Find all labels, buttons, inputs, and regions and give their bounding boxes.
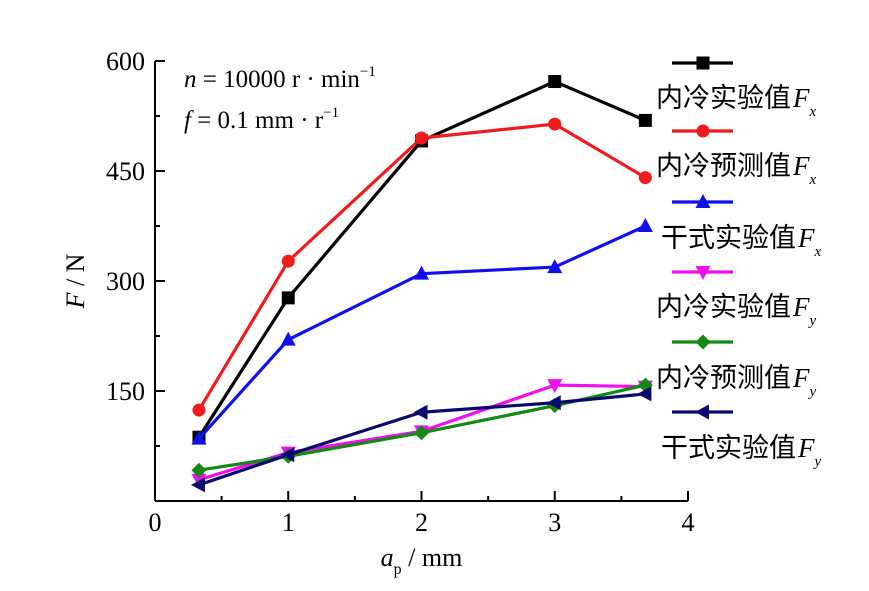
data-point xyxy=(280,331,296,346)
series-group xyxy=(190,75,653,493)
x-tick-label: 4 xyxy=(682,508,695,537)
x-tick-label: 1 xyxy=(282,508,295,537)
data-point xyxy=(695,334,711,350)
data-point xyxy=(547,259,563,274)
data-point xyxy=(695,194,711,208)
y-axis-title: F / N xyxy=(61,253,90,309)
data-point xyxy=(638,171,652,185)
data-point xyxy=(280,447,295,463)
legend-entry: 干式实验值Fx xyxy=(661,194,822,260)
x-tick-label: 3 xyxy=(548,508,561,537)
y-tick-label: 600 xyxy=(106,47,145,76)
data-point xyxy=(637,386,652,402)
data-point xyxy=(696,56,710,70)
data-point xyxy=(546,395,561,411)
data-point xyxy=(190,477,205,493)
legend-label: 干式实验值Fy xyxy=(661,433,822,470)
data-point xyxy=(281,254,295,268)
legend-entry: 内冷实验值Fx xyxy=(656,56,817,120)
legend-entry: 内冷预测值Fy xyxy=(656,334,817,400)
data-point xyxy=(192,403,206,417)
data-point xyxy=(637,218,653,232)
series-3 xyxy=(191,218,653,445)
x-axis-title: ap / mm xyxy=(381,543,463,578)
data-point xyxy=(414,265,429,280)
x-tick-label: 0 xyxy=(149,508,162,537)
data-point xyxy=(548,117,562,131)
axes: 0 1 2 3 4 150 300 450 600 ap / mm F / N xyxy=(61,47,695,578)
data-point xyxy=(638,113,652,127)
legend-label: 内冷预测值Fy xyxy=(656,363,817,400)
data-point xyxy=(281,291,295,305)
data-point xyxy=(414,425,429,441)
data-point xyxy=(695,266,711,280)
series-2 xyxy=(192,117,652,417)
condition-annotation: n = 10000 r · min−1 xyxy=(184,64,376,93)
annotation-group: n = 10000 r · min−1 f = 0.1 mm · r−1 xyxy=(184,64,376,134)
x-tick-label: 2 xyxy=(415,508,428,537)
y-tick-label: 300 xyxy=(106,267,145,296)
legend-entry: 内冷预测值Fx xyxy=(656,124,817,188)
series-6 xyxy=(190,386,652,493)
data-point xyxy=(548,75,562,89)
data-point xyxy=(191,462,207,478)
data-point xyxy=(547,379,563,394)
legend-entry: 内冷实验值Fy xyxy=(656,266,817,329)
legend-label: 内冷实验值Fx xyxy=(656,83,817,120)
legend: 内冷实验值Fx 内冷预测值Fx 干式实验值Fx 内冷实验值Fy 内冷预测值Fy 干式实验值… xyxy=(656,56,822,470)
legend-entry: 干式实验值Fy xyxy=(661,404,822,470)
data-point xyxy=(696,124,710,138)
legend-label: 内冷实验值Fy xyxy=(656,292,817,329)
legend-label: 内冷预测值Fx xyxy=(656,151,817,188)
condition-annotation: f = 0.1 mm · r−1 xyxy=(184,105,339,134)
y-tick-label: 150 xyxy=(106,377,145,406)
data-point xyxy=(413,404,428,420)
legend-label: 干式实验值Fx xyxy=(661,223,822,260)
data-point xyxy=(695,404,709,420)
data-point xyxy=(415,131,428,145)
y-tick-label: 450 xyxy=(106,157,145,186)
data-point xyxy=(191,430,207,445)
